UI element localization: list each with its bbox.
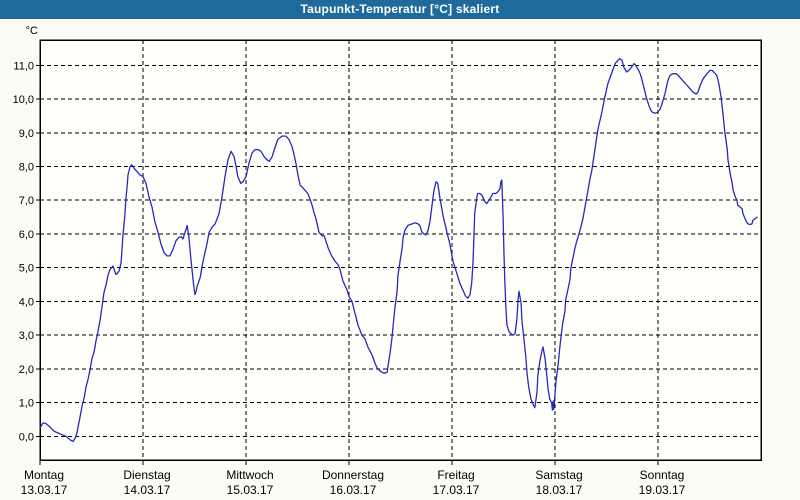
day-date-label: 14.03.17 [124,483,171,497]
day-date-label: 16.03.17 [330,483,377,497]
y-tick-label: 7,0 [19,195,34,207]
day-date-label: 18.03.17 [536,483,583,497]
day-name-label: Montag [24,468,64,482]
plot-border [39,39,762,461]
day-date-label: 17.03.17 [433,483,480,497]
y-tick-label: 9,0 [19,128,34,140]
y-tick-label: 5,0 [19,263,34,275]
y-tick-label: 4,0 [19,296,34,308]
dewpoint-line [39,57,758,443]
y-tick-label: 6,0 [19,229,34,241]
day-name-label: Samstag [535,468,582,482]
chart-title: Taupunkt-Temperatur [°C] skaliert [300,2,500,16]
day-date-label: 19.03.17 [639,483,686,497]
y-tick-label: 0,0 [19,431,34,443]
y-tick-label: 2,0 [19,364,34,376]
y-tick-label: 11,0 [13,60,34,72]
day-date-label: 13.03.17 [21,483,68,497]
plot-background [40,40,761,460]
day-name-label: Dienstag [123,468,170,482]
y-tick-label: 8,0 [19,162,34,174]
title-bar[interactable]: Taupunkt-Temperatur [°C] skaliert [0,0,800,19]
day-name-label: Mittwoch [226,468,273,482]
y-axis-unit-label: °C [26,25,38,37]
y-tick-label: 1,0 [19,398,34,410]
day-date-label: 15.03.17 [227,483,274,497]
day-name-label: Donnerstag [322,468,384,482]
day-name-label: Sonntag [640,468,685,482]
day-name-label: Freitag [437,468,474,482]
y-tick-label: 3,0 [19,330,34,342]
y-tick-label: 10,0 [13,94,34,106]
